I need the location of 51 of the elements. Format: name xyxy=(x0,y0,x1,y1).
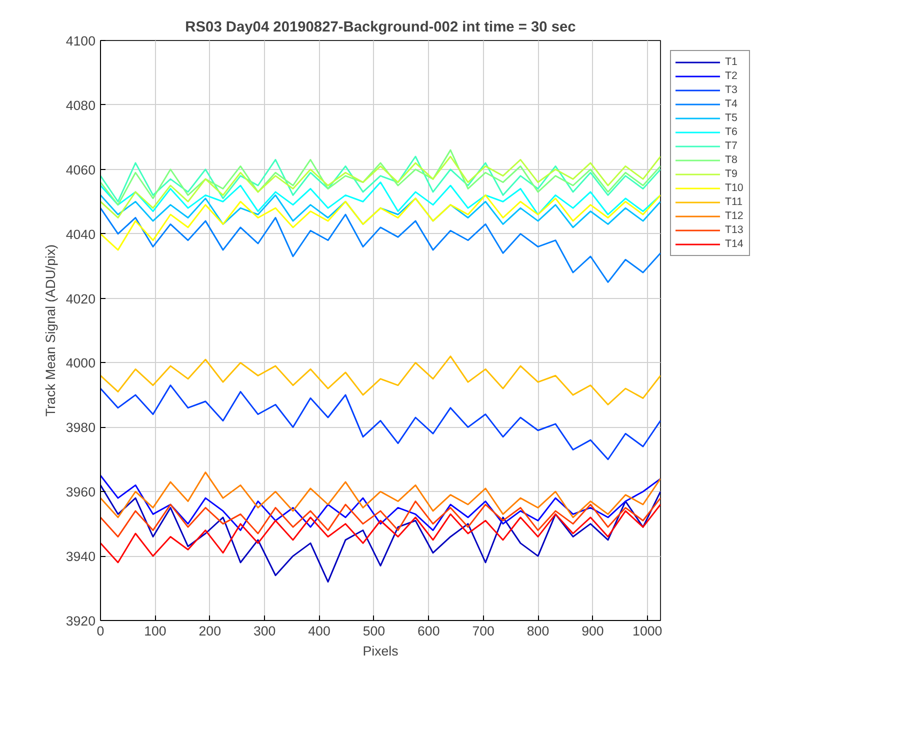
x-tick-label: 200 xyxy=(198,624,222,638)
line-series xyxy=(100,194,660,251)
x-tick-label: 100 xyxy=(144,624,166,638)
legend-label: T9 xyxy=(725,167,738,181)
x-tick-label: 800 xyxy=(526,624,550,638)
y-tick-label: 4080 xyxy=(66,98,96,113)
legend-label: T12 xyxy=(725,209,744,223)
line-series xyxy=(100,497,660,538)
legend-label: T11 xyxy=(725,195,744,209)
y-tick-label: 3980 xyxy=(66,420,96,436)
x-tick-label: 900 xyxy=(582,624,604,638)
legend-label: T5 xyxy=(725,111,738,125)
x-tick-label: 600 xyxy=(418,624,440,638)
y-tick-label: 3940 xyxy=(66,549,96,564)
x-tick-label: 700 xyxy=(472,624,494,638)
legend-label: T13 xyxy=(725,223,744,237)
x-tick-label: 400 xyxy=(308,624,330,638)
y-tick-label: 4060 xyxy=(66,162,96,178)
y-tick-label: 3960 xyxy=(66,484,96,500)
legend-label: T7 xyxy=(725,139,738,153)
y-tick-label: 4000 xyxy=(66,356,96,371)
line-series xyxy=(100,472,660,518)
line-series xyxy=(100,156,660,218)
y-tick-label: 4020 xyxy=(66,291,96,306)
legend-label: T3 xyxy=(725,83,738,97)
line-series xyxy=(100,384,660,460)
y-tick-label: 3920 xyxy=(66,614,96,628)
line-series xyxy=(100,156,660,202)
y-tick-label: 4040 xyxy=(66,226,96,242)
line-series xyxy=(100,149,660,206)
x-tick-label: 300 xyxy=(253,624,276,638)
y-axis-title: Track Mean Signal (ADU/pix) xyxy=(42,244,58,417)
x-tick-label: 0 xyxy=(96,624,104,638)
legend-label: T2 xyxy=(725,69,738,83)
legend-label: T8 xyxy=(725,153,738,167)
legend-label: T1 xyxy=(725,55,738,69)
line-series xyxy=(100,207,660,283)
line-series xyxy=(100,484,660,583)
line-series xyxy=(100,504,660,564)
line-series xyxy=(100,474,660,532)
x-tick-label: 500 xyxy=(362,624,386,638)
chart-title: RS03 Day04 20190827-Background-002 int time = 30 sec xyxy=(185,20,576,36)
y-tick-label: 4100 xyxy=(66,34,96,48)
line-series xyxy=(100,182,660,216)
legend-label: T10 xyxy=(725,181,744,195)
line-series xyxy=(100,356,660,406)
x-axis-title: Pixels xyxy=(362,644,399,658)
legend-label: T4 xyxy=(725,97,738,111)
legend-label: T14 xyxy=(725,237,744,251)
legend-label: T6 xyxy=(725,125,738,139)
x-tick-label: 1000 xyxy=(632,624,662,638)
